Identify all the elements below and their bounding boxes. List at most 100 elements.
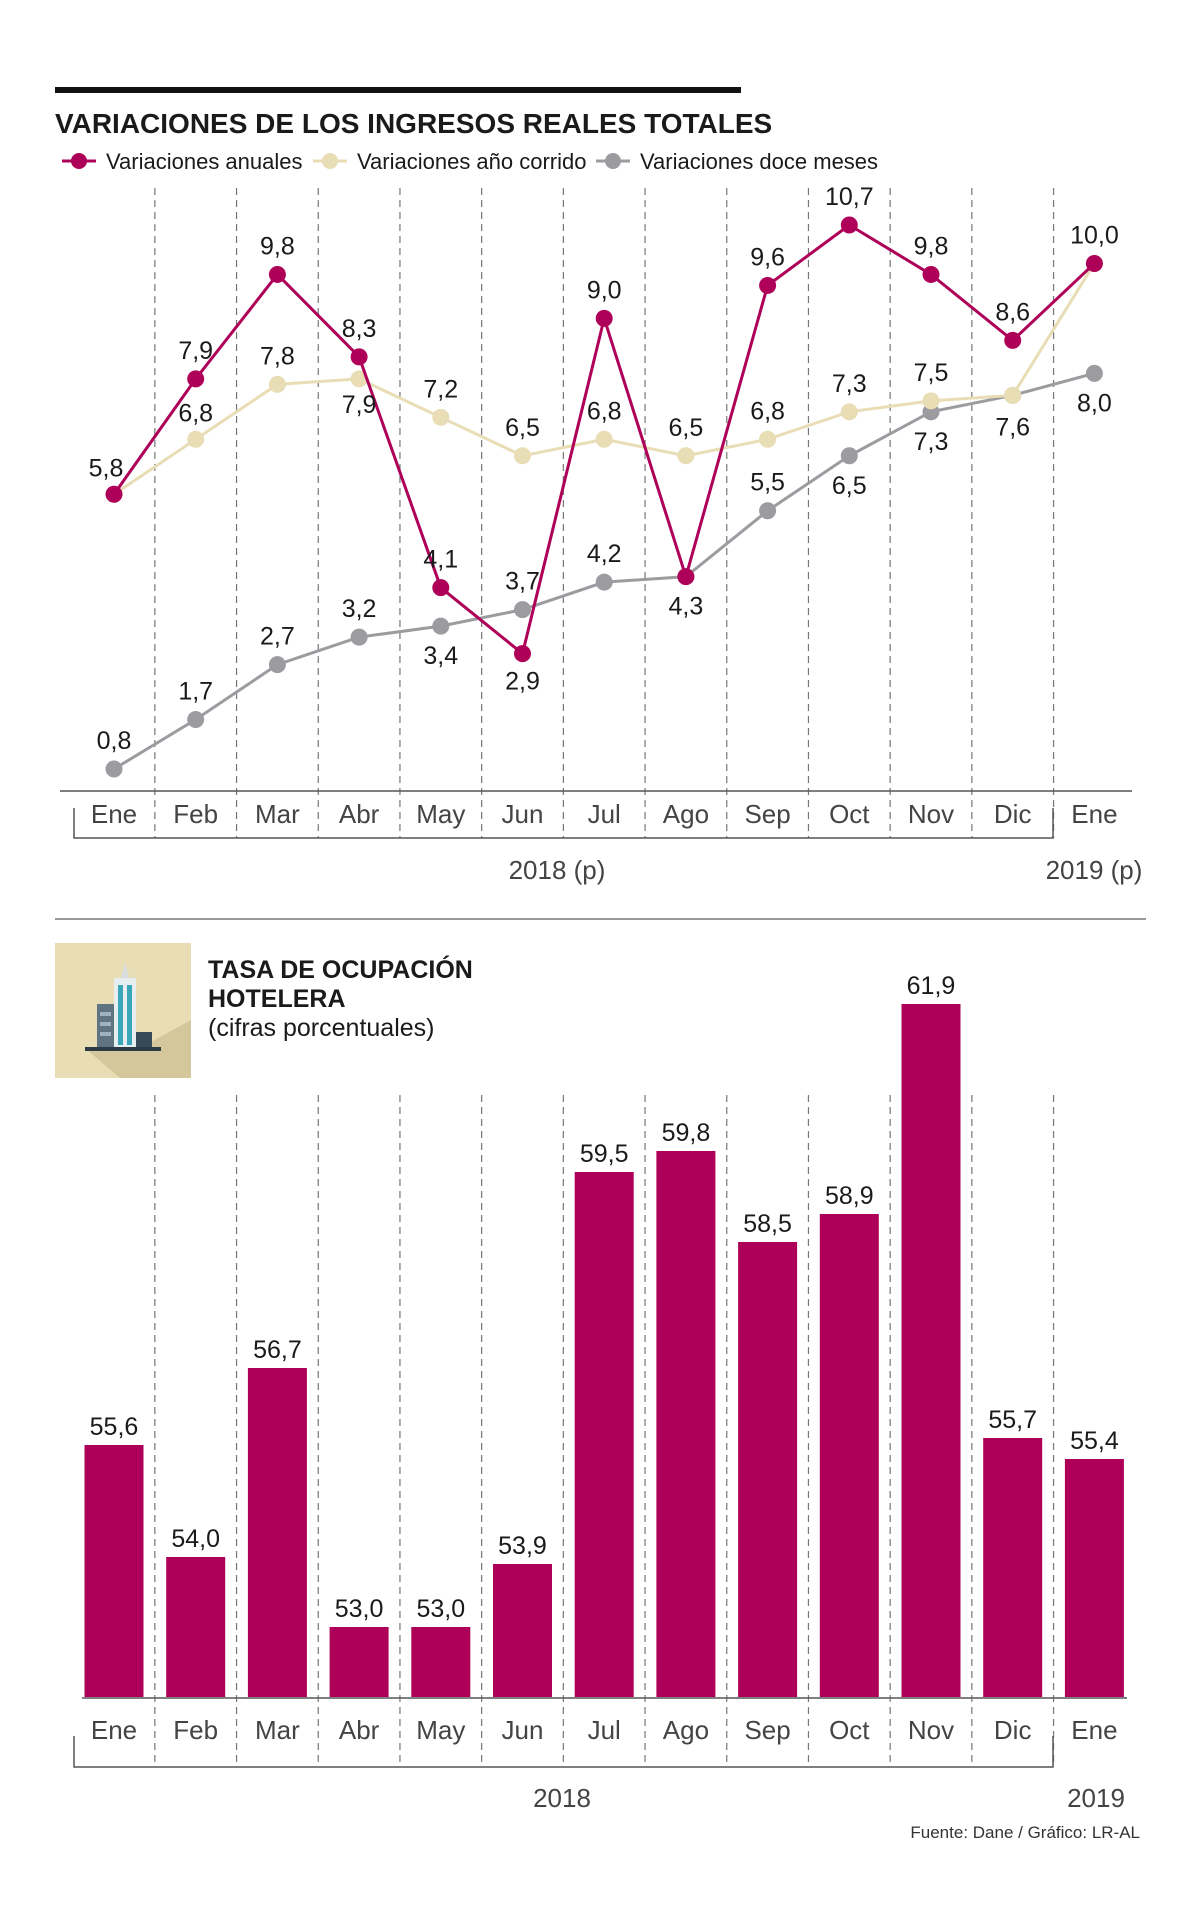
x-tick-label: Feb [173,799,218,829]
data-label: 0,8 [97,727,132,755]
bar-chart-title: TASA DE OCUPACIÓN [208,954,473,984]
data-point [1004,331,1022,349]
legend: Variaciones anuales Variaciones año corri… [62,149,878,174]
data-label: 7,8 [260,342,295,370]
bar-value-label: 55,7 [988,1406,1037,1434]
data-point [922,265,940,283]
bar-chart-title-line2: HOTELERA [208,985,346,1013]
x-tick-label: Dic [994,799,1032,829]
bar-value-label: 59,5 [580,1140,629,1168]
bar-value-label: 53,0 [335,1595,384,1623]
data-label: 4,1 [423,546,458,574]
bar [901,1004,961,1697]
legend-marker-2 [605,153,621,169]
data-label: 7,9 [342,391,377,419]
x-tick-label: Ago [663,1715,709,1745]
data-label: 5,8 [89,454,124,482]
data-label: 10,0 [1070,221,1119,249]
bar [84,1445,144,1697]
data-label: 4,3 [669,593,704,621]
data-point [105,485,123,503]
data-label: 2,9 [505,668,540,696]
data-point [595,430,613,448]
header-rule [55,87,741,93]
x-tick-label: Abr [339,1715,380,1745]
x-tick-label: Feb [173,1715,218,1745]
bar-value-label: 55,6 [90,1413,139,1441]
bar-value-label: 58,5 [743,1210,792,1238]
x-tick-label: Nov [908,1715,954,1745]
x-tick-label: Ene [1071,1715,1117,1745]
bar-value-label: 58,9 [825,1182,874,1210]
x-tick-label: Ene [91,1715,137,1745]
x-tick-label: Mar [255,799,300,829]
data-point [759,276,777,294]
x-tick-label: Ago [663,799,709,829]
data-label: 10,7 [825,183,874,211]
data-point [432,617,450,635]
data-point [350,348,368,366]
bar-chart-grid [154,1095,1055,1767]
data-point [514,645,531,663]
data-point [1004,386,1022,404]
line-chart-title: VARIACIONES DE LOS INGRESOS REALES TOTAL… [55,108,772,139]
data-label: 7,3 [914,428,949,456]
data-label: 1,7 [178,678,213,706]
year-label-2018: 2018 [533,1783,591,1813]
data-point [595,309,613,327]
x-tick-label: May [416,1715,465,1745]
data-label: 9,0 [587,276,622,304]
data-label: 3,4 [423,642,458,670]
data-point [105,760,123,778]
x-tick-label: May [416,799,465,829]
data-label: 6,8 [750,397,785,425]
data-point [922,392,940,410]
bar [247,1368,307,1697]
bar [574,1172,634,1697]
data-label: 9,8 [260,232,295,260]
data-point [350,370,368,388]
year-bracket [73,808,1054,839]
x-tick-label: Mar [255,1715,300,1745]
bar-chart-subtitle: (cifras porcentuales) [208,1014,434,1042]
data-point [187,370,205,388]
data-label: 2,7 [260,623,295,651]
x-tick-label: Jun [502,1715,544,1745]
legend-label-0: Variaciones anuales [106,149,303,174]
data-label: 6,5 [669,414,704,442]
data-point [840,403,858,421]
data-point [432,579,450,597]
x-tick-label: Sep [744,799,790,829]
data-point [514,601,531,619]
data-label: 7,2 [423,375,458,403]
bar [983,1438,1043,1697]
data-point [759,502,777,520]
data-label: 3,7 [505,568,540,596]
data-point [268,656,286,674]
data-point [595,573,613,591]
bar-value-label: 53,9 [498,1532,547,1560]
data-point [187,711,205,729]
x-tick-label: Jun [502,799,544,829]
bar [738,1242,798,1697]
bar [329,1627,389,1697]
data-label: 8,3 [342,315,377,343]
x-tick-label: Abr [339,799,380,829]
x-tick-label: Oct [829,799,870,829]
year-label-2019: 2019 (p) [1046,855,1143,885]
bar [411,1627,471,1697]
data-label: 7,5 [914,359,949,387]
source-credit: Fuente: Dane / Gráfico: LR-AL [910,1823,1140,1842]
data-label: 7,3 [832,370,867,398]
x-tick-label: Oct [829,1715,870,1745]
x-tick-label: Nov [908,799,954,829]
bar-value-label: 54,0 [171,1525,220,1553]
line-chart-grid [154,188,1055,838]
x-tick-label: Sep [744,1715,790,1745]
bar [1064,1459,1124,1697]
bar [493,1564,552,1697]
data-label: 7,9 [178,337,213,365]
data-point [1085,254,1103,272]
x-tick-label: Dic [994,1715,1032,1745]
